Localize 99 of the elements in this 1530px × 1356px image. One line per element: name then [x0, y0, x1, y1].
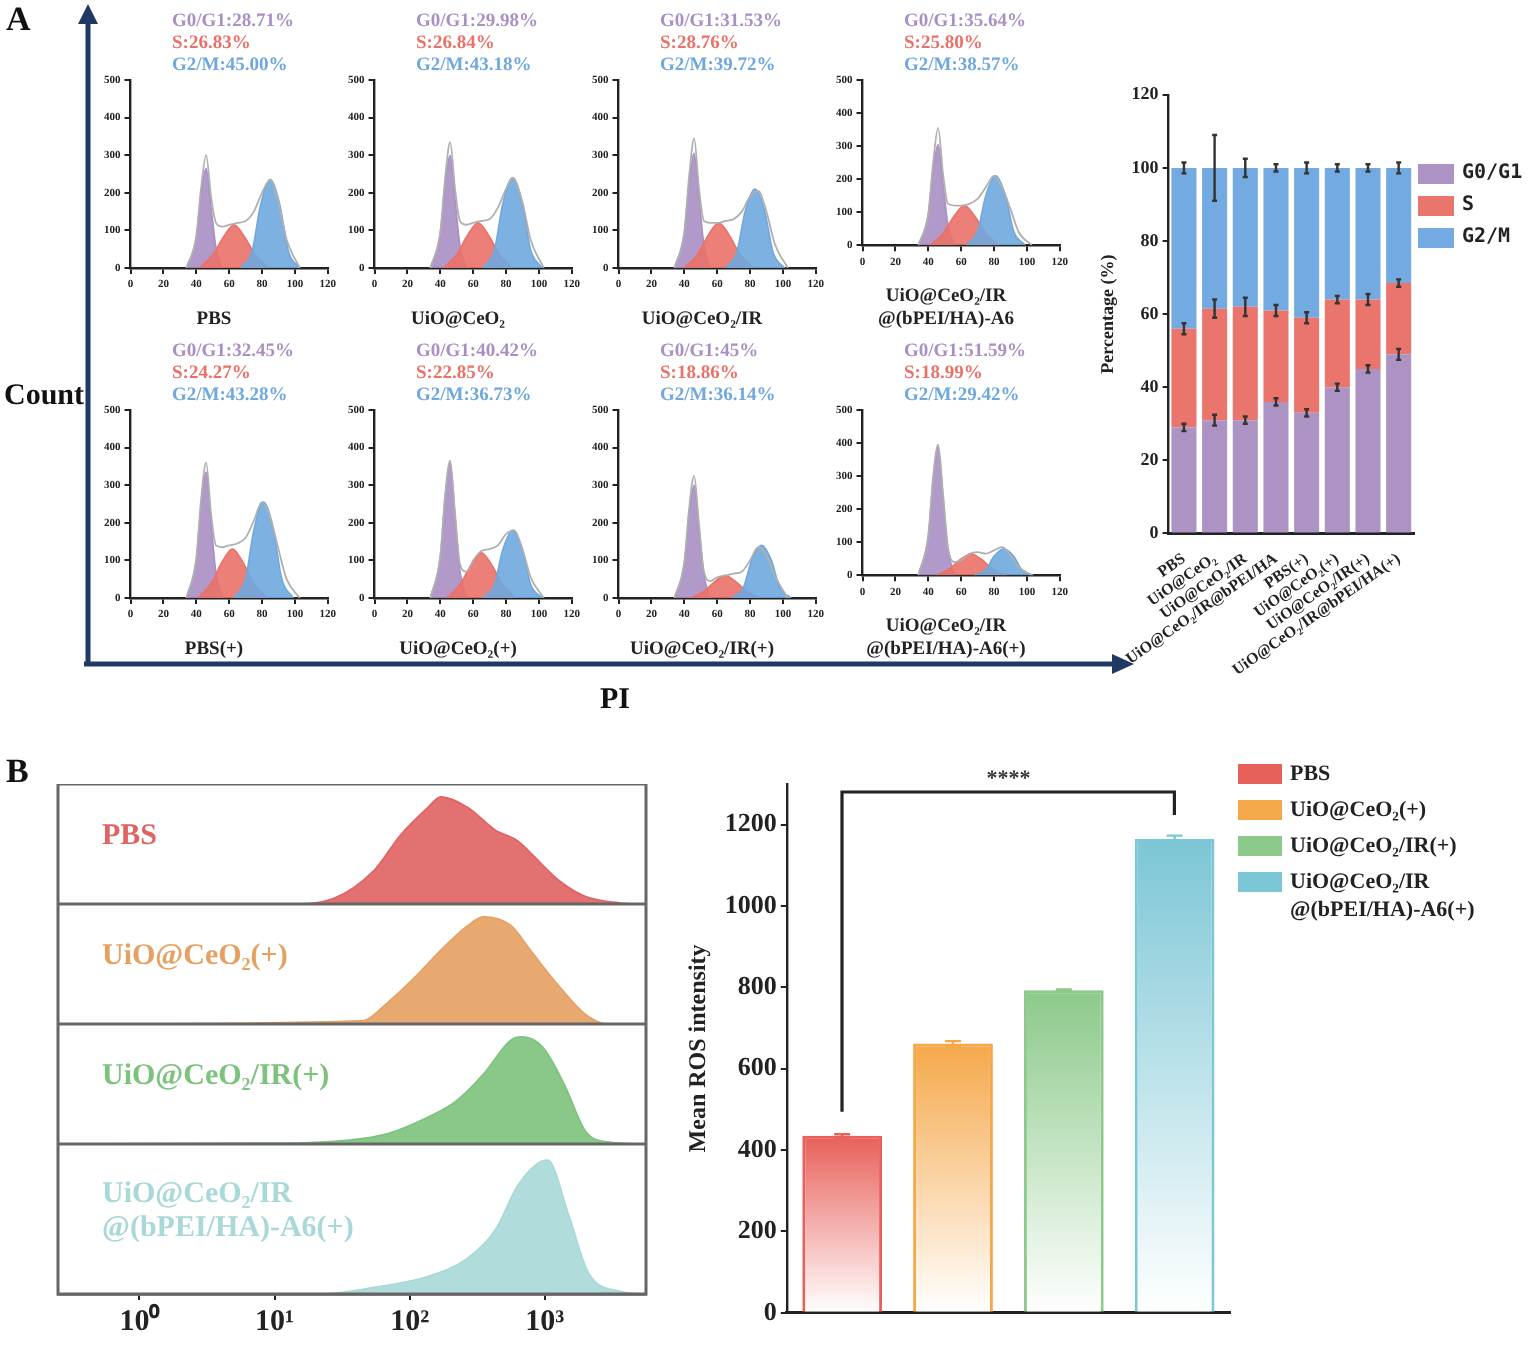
text: G0/G1:29.98% [416, 12, 538, 33]
text: PBS(+) [184, 639, 244, 660]
bar [1263, 310, 1289, 402]
text: UiO@CeO₂/IR(+) [630, 639, 774, 660]
text: G0/G1:51.59% [904, 342, 1026, 363]
y-tick-label: 0 [1149, 522, 1160, 543]
bar [1324, 299, 1350, 388]
y-tick-label: 60 [1140, 302, 1160, 323]
y-tick-label: 1000 [724, 888, 777, 919]
bar [1171, 167, 1197, 329]
text: G2/M:39.72% [660, 56, 776, 77]
line-series [673, 474, 789, 598]
series-label: UiO@CeO₂/IR(+) [102, 1059, 330, 1092]
bar [1294, 167, 1320, 318]
bar [1355, 299, 1381, 369]
bar [1202, 420, 1228, 533]
y-tick-label: 600 [737, 1051, 777, 1082]
text: S:18.86% [660, 364, 739, 385]
y-tick-label: 120 [1131, 83, 1160, 104]
bar [1232, 306, 1258, 421]
text: S:26.83% [172, 34, 251, 55]
legend-label: S [1462, 192, 1475, 220]
line-series [917, 127, 1033, 246]
x-tick-label: 10⁰ [119, 1301, 162, 1338]
bar [1386, 354, 1412, 533]
text: G2/M:43.18% [416, 56, 532, 77]
text: PI [600, 684, 630, 718]
text: S:24.27% [172, 364, 251, 385]
legend-label: UiO@CeO₂(+) [1290, 796, 1427, 824]
annotation: **** [986, 766, 1032, 791]
text: G2/M:36.14% [660, 386, 776, 407]
legend-label: UiO@CeO₂/IR(+) [1290, 832, 1457, 860]
series-label: PBS [102, 819, 158, 852]
text: S:28.76% [660, 34, 739, 55]
y-tick-label: 200 [737, 1214, 777, 1245]
text: UiO@CeO₂/IR @(bPEI/HA)-A6(+) [866, 616, 1026, 660]
y-tick-label: 1200 [724, 807, 777, 838]
text: G0/G1:40.42% [416, 342, 538, 363]
text: A [6, 0, 31, 40]
bar [1355, 368, 1381, 533]
y-tick-label: 800 [737, 970, 777, 1001]
y-tick-label: 20 [1140, 449, 1160, 470]
bar [1232, 420, 1258, 533]
text: Count [4, 380, 85, 414]
bar [1294, 317, 1320, 413]
legend-label: G2/M [1462, 224, 1511, 252]
line-series [185, 154, 301, 268]
legend-label: G0/G1 [1462, 160, 1523, 188]
text: G2/M:29.42% [904, 386, 1020, 407]
x-tick-label: 10³ [525, 1305, 566, 1338]
text: PBS [196, 309, 232, 330]
text: UiO@CeO₂/IR @(bPEI/HA)-A6 [878, 286, 1015, 330]
line-series [429, 459, 545, 598]
text: UiO@CeO₂/IR [641, 309, 763, 330]
text: G2/M:38.57% [904, 56, 1020, 77]
y-axis-title: Percentage (%) [1097, 254, 1118, 374]
line-series [917, 443, 1033, 576]
text: G0/G1:28.71% [172, 12, 294, 33]
text: S:25.80% [904, 34, 983, 55]
text: G0/G1:32.45% [172, 342, 294, 363]
bar [1386, 283, 1412, 355]
x-tick-label: 10² [390, 1305, 431, 1338]
bar [1263, 167, 1289, 311]
bar [1202, 308, 1228, 421]
text: G0/G1:35.64% [904, 12, 1026, 33]
legend-label: UiO@CeO₂/IR @(bPEI/HA)-A6(+) [1290, 868, 1477, 924]
bar [1324, 167, 1350, 300]
text: S:26.84% [416, 34, 495, 55]
bar [1294, 412, 1320, 533]
text: S:18.99% [904, 364, 983, 385]
text: B [6, 752, 29, 792]
bar [1202, 167, 1228, 309]
text: G2/M:45.00% [172, 56, 288, 77]
text: G2/M:36.73% [416, 386, 532, 407]
y-tick-label: 100 [1131, 156, 1160, 177]
bar [1386, 167, 1412, 284]
bar [1324, 387, 1350, 533]
legend-label: PBS [1290, 760, 1331, 788]
text: G0/G1:45% [660, 342, 759, 363]
text: UiO@CeO₂(+) [399, 639, 517, 660]
x-tick-label: 10¹ [255, 1305, 295, 1338]
line-series [673, 137, 789, 268]
text: S:22.85% [416, 364, 495, 385]
text: G0/G1:31.53% [660, 12, 782, 33]
line-series [429, 141, 545, 268]
text: UiO@CeO₂ [410, 309, 506, 330]
y-tick-label: 80 [1140, 229, 1160, 250]
y-tick-label: 400 [737, 1132, 777, 1163]
bar [1171, 328, 1197, 428]
bar [1263, 401, 1289, 533]
line-series [185, 461, 301, 598]
text: G2/M:43.28% [172, 386, 288, 407]
y-tick-label: 40 [1140, 375, 1160, 396]
bar [1171, 427, 1197, 533]
series-label: UiO@CeO₂(+) [102, 939, 288, 972]
y-axis-title: Mean ROS intensity [682, 944, 711, 1153]
bar [1355, 167, 1381, 300]
bar [1232, 167, 1258, 307]
series-label: UiO@CeO₂/IR @(bPEI/HA)-A6(+) [102, 1177, 354, 1244]
